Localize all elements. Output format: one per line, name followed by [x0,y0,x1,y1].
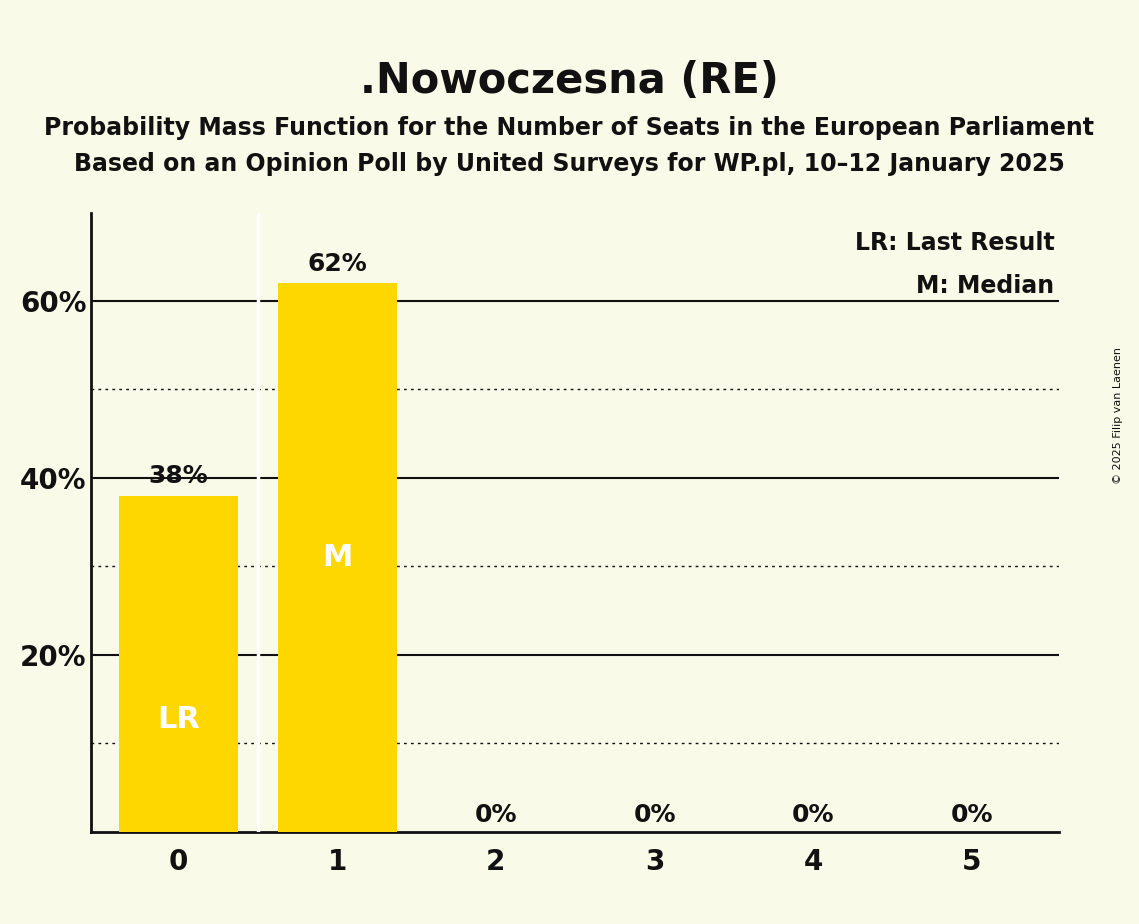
Text: M: Median: M: Median [916,274,1055,298]
Text: Based on an Opinion Poll by United Surveys for WP.pl, 10–12 January 2025: Based on an Opinion Poll by United Surve… [74,152,1065,176]
Bar [278,284,396,832]
Text: 0%: 0% [951,803,993,827]
Text: 38%: 38% [148,465,208,489]
Text: Probability Mass Function for the Number of Seats in the European Parliament: Probability Mass Function for the Number… [44,116,1095,140]
Text: M: M [322,543,352,572]
Text: 62%: 62% [308,252,367,276]
Text: 0%: 0% [633,803,675,827]
Text: 0%: 0% [475,803,517,827]
Text: © 2025 Filip van Laenen: © 2025 Filip van Laenen [1114,347,1123,484]
Text: 0%: 0% [792,803,835,827]
Text: LR: LR [157,705,199,734]
Text: LR: Last Result: LR: Last Result [854,231,1055,255]
Text: .Nowoczesna (RE): .Nowoczesna (RE) [360,60,779,102]
Bar [118,495,238,832]
